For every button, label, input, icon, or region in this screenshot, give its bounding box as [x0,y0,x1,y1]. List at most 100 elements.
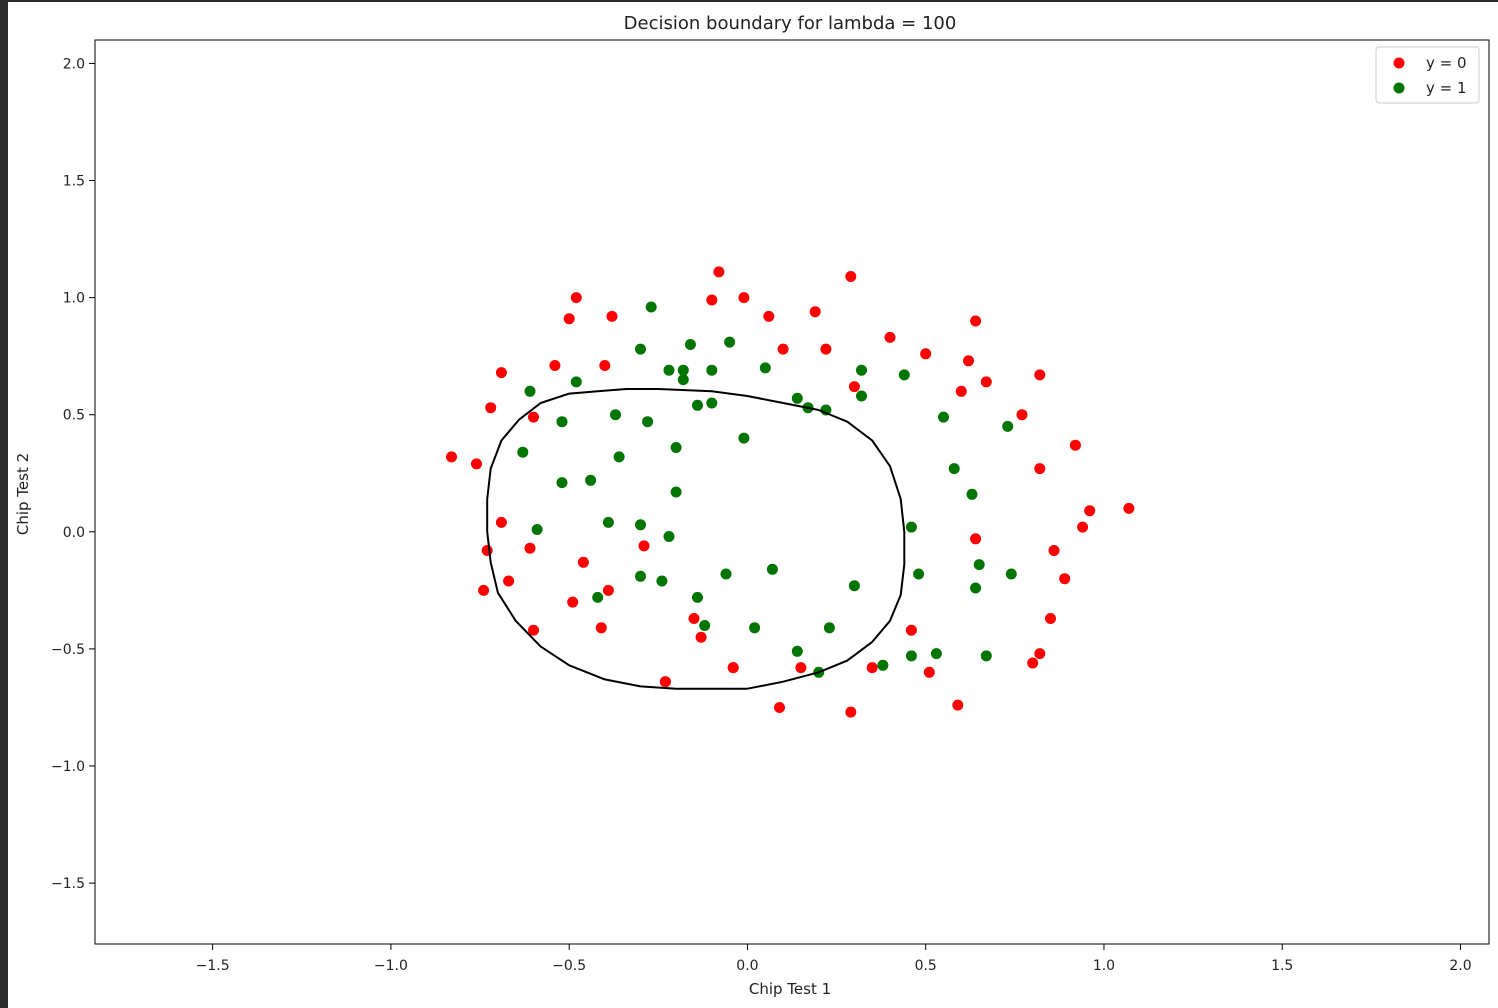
data-point [905,624,917,636]
data-point [706,364,718,376]
data-point [478,584,490,596]
data-point [820,343,832,355]
data-point [706,294,718,306]
data-point [528,411,539,423]
data-point [524,542,536,554]
x-tick-label: 2.0 [1449,958,1471,974]
data-point [563,313,575,325]
data-point [1034,463,1046,475]
data-point [845,706,857,718]
data-point [738,432,750,444]
data-point [517,446,529,458]
window-edge-left [0,0,8,1008]
y-tick-label: 0.0 [63,525,85,541]
data-point [570,292,582,304]
data-point [766,563,778,575]
x-axis-label: Chip Test 1 [749,980,831,998]
data-point [1059,573,1071,585]
data-point [663,364,675,376]
data-point [970,315,982,327]
legend-label: y = 0 [1426,54,1467,72]
data-point [791,392,803,404]
data-point [495,516,507,528]
data-point [592,591,604,603]
data-point [923,666,935,678]
data-point [1027,657,1039,669]
data-point [759,362,771,374]
data-point [684,339,696,350]
data-point [848,580,860,592]
legend: y = 0 y = 1 [1375,46,1480,104]
y-tick-label: −1.0 [51,759,85,775]
data-point [845,271,857,282]
data-point [720,568,732,580]
data-point [777,343,789,355]
data-point [495,367,507,379]
plot-area [94,39,1490,945]
data-point [809,306,821,318]
y-tick-label: 0.5 [63,408,85,424]
window-edge-top [0,0,1498,2]
data-point [677,374,689,386]
data-point [952,699,964,711]
data-point [688,613,700,624]
data-point [966,488,978,500]
data-point [549,360,561,371]
data-point [602,584,614,596]
data-point [567,596,579,608]
y-tick-label: 1.0 [63,291,85,307]
data-point [1005,568,1017,580]
data-point [524,385,536,397]
data-point [713,266,725,278]
data-point [955,385,967,397]
data-point [905,521,917,533]
x-tick-label: 1.5 [1271,958,1293,974]
data-point [930,648,942,660]
data-point [695,631,707,643]
data-point [485,402,497,414]
data-point [635,519,646,531]
y-tick-label: 2.0 [63,56,85,72]
x-tick-label: 1.0 [1093,958,1115,974]
plot-frame [94,39,1490,945]
data-point [481,545,493,556]
data-point [503,575,515,587]
data-point [610,409,621,421]
data-point [1077,521,1089,533]
series-y0 [446,266,1135,718]
data-point [884,331,896,343]
y-tick-label: −0.5 [51,642,85,658]
data-point [570,376,582,388]
data-point [1045,613,1056,624]
data-point [905,650,917,662]
data-point [938,411,949,423]
data-point [1048,545,1060,556]
data-point [980,650,992,662]
data-point [602,516,614,528]
y-tick-label: 1.5 [63,174,85,190]
data-point [823,622,835,634]
data-point [774,702,785,713]
data-point [727,662,739,674]
data-point [1002,420,1014,432]
decision-boundary [486,388,906,690]
data-point [963,355,974,367]
data-point [920,348,932,360]
x-tick-label: −1.0 [374,958,408,974]
data-point [749,622,761,634]
data-point [692,591,703,603]
data-point [595,622,607,634]
chart-title: Decision boundary for lambda = 100 [624,13,957,34]
data-point [585,474,597,486]
data-point [724,336,736,348]
data-point [528,624,539,636]
data-point [677,364,689,376]
data-point [556,477,568,489]
data-point [1034,369,1046,381]
data-point [980,376,992,388]
y-tick-label: −1.5 [51,876,85,892]
data-point [642,416,654,428]
data-point [659,676,671,688]
data-point [706,397,718,409]
